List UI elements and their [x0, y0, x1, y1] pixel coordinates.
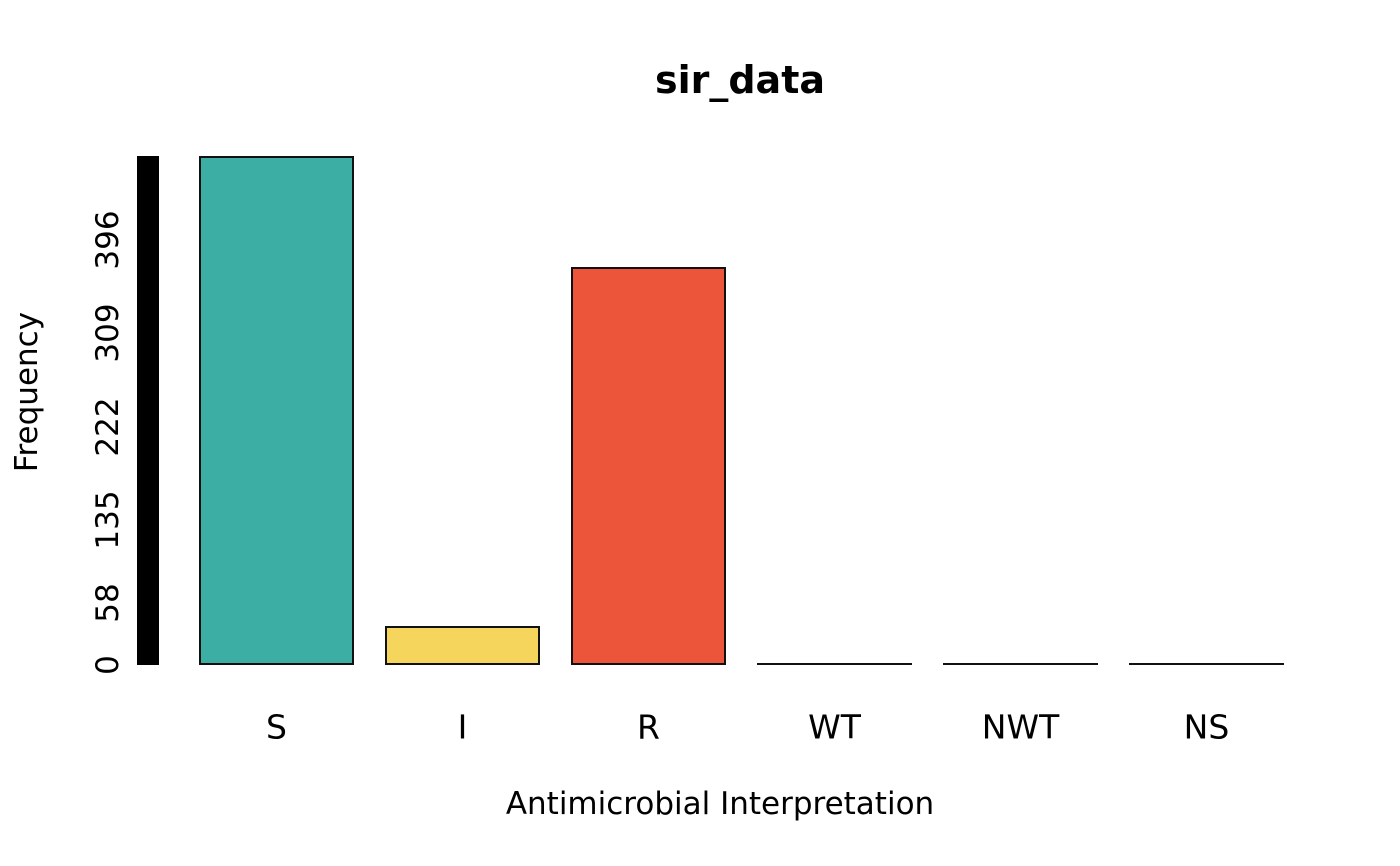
bar-NS-zero-line: [1129, 663, 1284, 665]
x-category-label-S: S: [266, 707, 287, 747]
y-tick-label-0: 0: [90, 655, 126, 675]
x-axis-title: Antimicrobial Interpretation: [505, 786, 935, 822]
y-tick-label-222: 222: [90, 397, 126, 457]
bar-R: [571, 267, 726, 665]
bar-WT-zero-line: [757, 663, 912, 665]
y-tick-label-135: 135: [90, 490, 126, 550]
x-category-label-R: R: [637, 707, 660, 747]
x-category-label-I: I: [457, 707, 468, 747]
y-axis-title: Frequency: [9, 311, 45, 473]
bar-NWT-zero-line: [943, 663, 1098, 665]
y-tick-label-396: 396: [90, 210, 126, 270]
bar-I: [385, 626, 540, 665]
x-category-label-NS: NS: [1183, 707, 1230, 747]
y-tick-label-309: 309: [90, 303, 126, 363]
chart-title: sir_data: [654, 58, 826, 102]
y-tick-label-58: 58: [90, 582, 126, 623]
x-category-label-NWT: NWT: [981, 707, 1060, 747]
x-category-label-WT: WT: [808, 707, 861, 747]
bar-S: [199, 156, 354, 665]
y-axis-bar: [137, 156, 159, 665]
